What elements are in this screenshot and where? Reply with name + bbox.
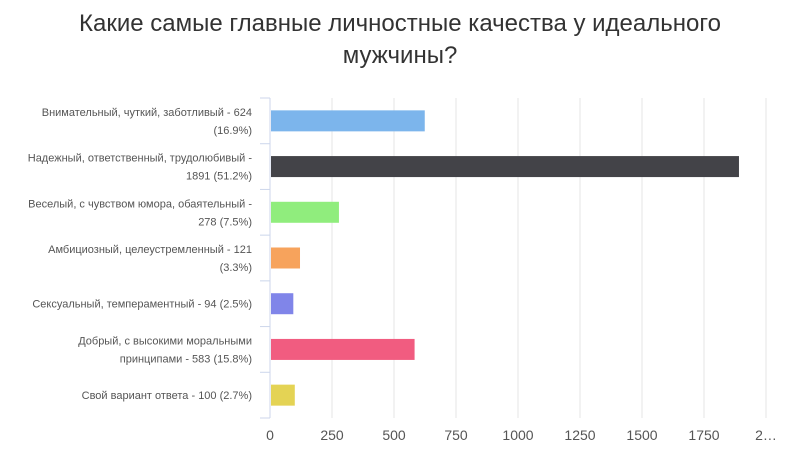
category-label-line: Внимательный, чуткий, заботливый - 624: [42, 107, 252, 119]
bar[interactable]: [271, 338, 415, 360]
category-label: Добрый, с высокими моральными принципами …: [78, 335, 252, 365]
value-tick-labels: 0 250 500 750 1000 1250 1500 1750 2…: [266, 427, 777, 443]
category-label: Внимательный, чуткий, заботливый - 624 (1…: [42, 107, 252, 137]
category-label: Надежный, ответственный, трудолюбивый - 1…: [28, 153, 253, 183]
x-tick-label: 500: [382, 427, 406, 443]
category-label-line: принципами - 583 (15.8%): [120, 353, 252, 365]
bar[interactable]: [271, 110, 425, 132]
category-label-line: 278 (7.5%): [198, 216, 252, 228]
category-labels: Внимательный, чуткий, заботливый - 624 (1…: [28, 107, 253, 402]
category-label: Свой вариант ответа - 100 (2.7%): [82, 390, 252, 402]
bar[interactable]: [271, 156, 739, 178]
category-label-line: (3.3%): [220, 262, 252, 274]
category-label-line: Добрый, с высокими моральными: [78, 335, 252, 347]
bar[interactable]: [271, 247, 301, 269]
category-label-line: (16.9%): [213, 125, 252, 137]
category-axis: [260, 97, 271, 419]
category-label-line: Надежный, ответственный, трудолюбивый -: [28, 153, 253, 165]
category-label-line: Свой вариант ответа - 100 (2.7%): [82, 390, 252, 402]
category-label: Веселый, с чувством юмора, обаятельный -…: [28, 198, 252, 228]
bar[interactable]: [271, 293, 294, 315]
x-tick-label: 750: [444, 427, 468, 443]
chart-title: Какие самые главные личностные качества …: [79, 10, 721, 69]
category-label: Амбициозный, целеустремленный - 121 (3.3%…: [48, 244, 252, 274]
x-tick-label: 2…: [755, 427, 777, 443]
category-label-line: Амбициозный, целеустремленный - 121: [48, 244, 252, 256]
category-label-line: Веселый, с чувством юмора, обаятельный -: [28, 198, 252, 210]
x-tick-label: 0: [266, 427, 274, 443]
category-label-line: 1891 (51.2%): [186, 171, 252, 183]
bar[interactable]: [271, 201, 339, 223]
category-label: Сексуальный, темпераментный - 94 (2.5%): [32, 299, 252, 311]
grid-lines: [269, 98, 767, 418]
x-tick-label: 250: [320, 427, 344, 443]
x-tick-label: 1250: [564, 427, 595, 443]
x-tick-label: 1750: [688, 427, 719, 443]
x-tick-label: 1000: [502, 427, 533, 443]
bars: [271, 110, 739, 406]
bar[interactable]: [271, 384, 295, 406]
x-tick-label: 1500: [626, 427, 657, 443]
category-label-line: Сексуальный, темпераментный - 94 (2.5%): [32, 299, 252, 311]
